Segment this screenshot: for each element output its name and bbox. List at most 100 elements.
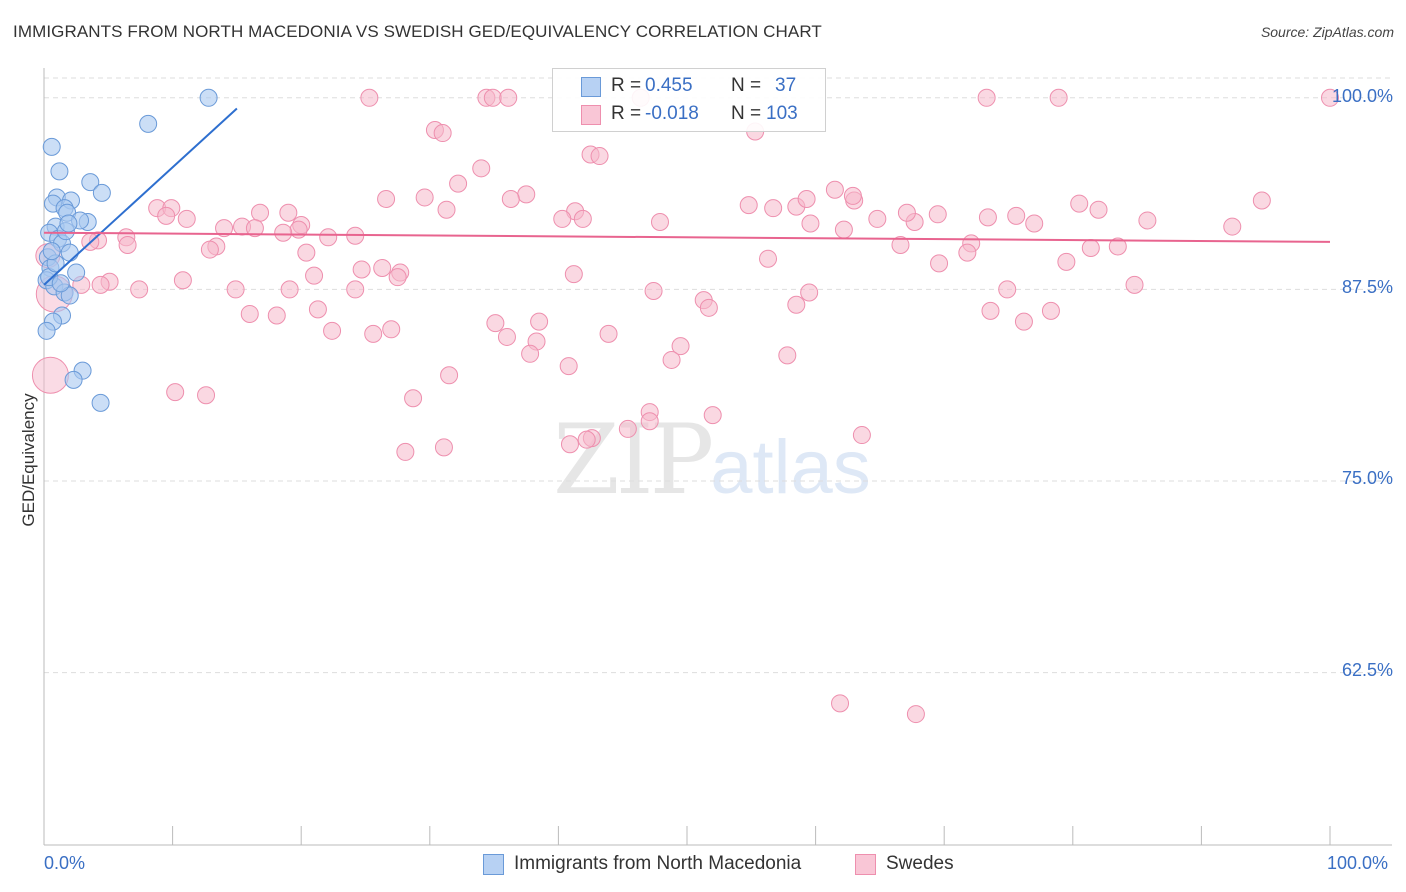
swedes-point	[240, 304, 259, 323]
y-tick-label-100: 100.0%	[1331, 86, 1393, 106]
swedes-point	[226, 280, 245, 299]
swedes-point	[553, 209, 572, 228]
swedes-point	[499, 88, 518, 107]
swedes-point	[559, 357, 578, 376]
swedes-point	[759, 249, 778, 268]
north-macedonia-point	[64, 370, 83, 389]
swedes-point	[801, 214, 820, 233]
stats-legend: R = 0.455 N = 37 R = -0.018 N = 103	[552, 68, 826, 132]
swedes-point	[1014, 312, 1033, 331]
swedes-points	[31, 88, 1339, 724]
swedes-point	[843, 186, 862, 205]
swedes-point	[1041, 301, 1060, 320]
swedes-point	[352, 260, 371, 279]
swedes-point	[388, 268, 407, 287]
swedes-point	[1223, 217, 1242, 236]
chart-title: IMMIGRANTS FROM NORTH MACEDONIA VS SWEDI…	[13, 22, 822, 41]
swedes-point	[200, 240, 219, 259]
legend-swatch-blue	[581, 77, 601, 97]
swedes-point	[486, 314, 505, 333]
swedes-point	[319, 228, 338, 247]
y-tick-label-62-5: 62.5%	[1341, 660, 1393, 680]
swedes-point	[434, 438, 453, 457]
swedes-point	[130, 280, 149, 299]
swedes-point	[930, 254, 949, 273]
swedes-point	[297, 243, 316, 262]
north-macedonia-point	[42, 137, 61, 156]
north-macedonia-point	[59, 214, 78, 233]
swedes-point	[560, 435, 579, 454]
swedes-point	[977, 88, 996, 107]
swedes-point	[1252, 191, 1271, 210]
swedes-point	[396, 442, 415, 461]
swedes-point-large	[31, 356, 69, 394]
swedes-point	[1057, 252, 1076, 271]
swedes-point	[279, 203, 298, 222]
swedes-point	[978, 208, 997, 227]
swedes-point	[157, 206, 176, 225]
r-label: R =	[611, 75, 642, 96]
swedes-point	[906, 705, 925, 724]
swedes-point	[1089, 200, 1108, 219]
grid-lines	[44, 77, 1392, 674]
swedes-point	[564, 265, 583, 284]
swedes-point	[433, 124, 452, 143]
swedes-point	[1049, 88, 1068, 107]
swedes-point	[437, 200, 456, 219]
swedes-point	[364, 324, 383, 343]
swedes-point	[981, 301, 1000, 320]
swedes-point	[440, 366, 459, 385]
y-tick-label-75: 75.0%	[1341, 468, 1393, 488]
n-value: 103	[766, 103, 798, 124]
swedes-point	[91, 275, 110, 294]
swedes-point	[577, 430, 596, 449]
x-tick-label-max: 100.0%	[1327, 853, 1389, 873]
n-value: 37	[775, 75, 797, 96]
swedes-point	[739, 196, 758, 215]
legend-swatch-blue	[483, 854, 504, 875]
north-macedonia-point	[42, 242, 61, 261]
swedes-point	[825, 180, 844, 199]
swedes-point	[699, 298, 718, 317]
swedes-point	[177, 209, 196, 228]
swedes-point	[521, 344, 540, 363]
swedes-point	[449, 174, 468, 193]
swedes-point	[703, 406, 722, 425]
swedes-point	[404, 389, 423, 408]
y-tick-label-87-5: 87.5%	[1341, 277, 1393, 297]
swedes-point	[599, 324, 618, 343]
swedes-point	[852, 426, 871, 445]
series-legend: Immigrants from North Macedonia Swedes	[0, 852, 1406, 878]
swedes-point	[764, 199, 783, 218]
swedes-point	[173, 271, 192, 290]
swedes-point	[671, 337, 690, 356]
r-value: 0.455	[645, 75, 693, 96]
swedes-point	[928, 205, 947, 224]
swedes-point	[590, 147, 609, 166]
swedes-point	[1007, 206, 1026, 225]
swedes-point	[118, 235, 137, 254]
source-label: Source: ZipAtlas.com	[1260, 24, 1394, 40]
swedes-point	[245, 219, 264, 238]
swedes-point	[1070, 194, 1089, 213]
swedes-point	[497, 327, 516, 346]
north-macedonia-point	[81, 173, 100, 192]
swedes-point	[517, 185, 536, 204]
swedes-point	[373, 258, 392, 277]
n-label: N =	[731, 103, 762, 124]
swedes-point	[787, 295, 806, 314]
watermark-atlas: atlas	[710, 425, 871, 510]
swedes-point	[1138, 211, 1157, 230]
swedes-point	[573, 209, 592, 228]
swedes-point	[1125, 275, 1144, 294]
swedes-point	[800, 283, 819, 302]
swedes-point	[618, 419, 637, 438]
swedes-point	[897, 203, 916, 222]
swedes-point	[274, 223, 293, 242]
swedes-point	[891, 235, 910, 254]
swedes-point	[834, 220, 853, 239]
swedes-point	[1081, 239, 1100, 258]
swedes-point	[289, 220, 308, 239]
swedes-point	[530, 312, 549, 331]
swedes-point	[1025, 214, 1044, 233]
